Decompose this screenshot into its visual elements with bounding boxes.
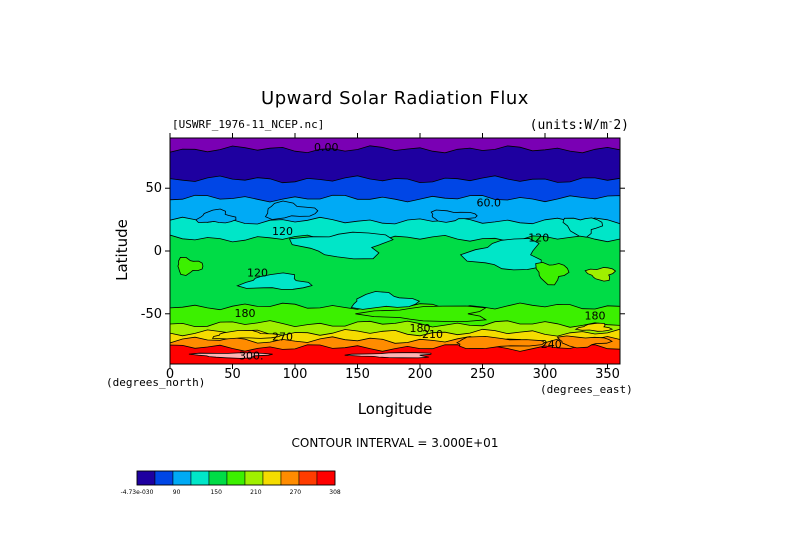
contour-label: 60.0 bbox=[477, 196, 502, 209]
colorbar-label: 308 bbox=[329, 489, 341, 496]
contour-label: 120 bbox=[247, 267, 268, 280]
contour-label: 210 bbox=[422, 328, 443, 341]
y-tick-label: 50 bbox=[145, 181, 162, 196]
patch-165 bbox=[535, 261, 570, 286]
colorbar-swatch bbox=[316, 470, 336, 486]
patch-225 bbox=[574, 322, 614, 332]
contour-label: 180 bbox=[585, 309, 606, 322]
colorbar-label: 210 bbox=[250, 489, 262, 496]
axis-ticks: 0 50 100 150 200 250 300 350 50 0 -50 bbox=[141, 133, 625, 382]
file-label: [USWRF_1976-11_NCEP.nc] bbox=[172, 118, 325, 131]
patch-165 bbox=[355, 305, 488, 322]
colorbar-swatch bbox=[262, 470, 282, 486]
patch-75 bbox=[195, 208, 237, 224]
x-tick-label: 250 bbox=[470, 367, 495, 382]
y-units-note: (degrees_north) bbox=[106, 376, 206, 389]
x-tick-label: 100 bbox=[283, 367, 308, 382]
colorbar-label: 270 bbox=[290, 489, 302, 496]
patch-255 bbox=[456, 335, 546, 349]
colorbar-label: 150 bbox=[210, 489, 222, 496]
contour-label: 240 bbox=[541, 338, 562, 351]
contour-label: 270 bbox=[272, 331, 293, 344]
x-tick-label: 50 bbox=[224, 367, 241, 382]
colorbar-swatch bbox=[190, 470, 210, 486]
contour-label: 120 bbox=[528, 231, 549, 244]
patch-300 bbox=[344, 352, 432, 359]
colorbar-swatch bbox=[298, 470, 318, 486]
x-tick-label: 300 bbox=[533, 367, 558, 382]
contour-interval-note: CONTOUR INTERVAL = 3.000E+01 bbox=[291, 436, 499, 450]
patch-225 bbox=[211, 329, 284, 340]
contour-label: 300. bbox=[239, 349, 264, 362]
x-tick-label: 0 bbox=[166, 367, 174, 382]
colorbar-swatch bbox=[136, 470, 156, 486]
patch-105 bbox=[459, 238, 542, 271]
colorbar-swatch bbox=[208, 470, 228, 486]
chart-title: Upward Solar Radiation Flux bbox=[261, 88, 529, 109]
colorbar-swatch bbox=[244, 470, 264, 486]
patch-300 bbox=[188, 352, 273, 359]
y-tick-label: 0 bbox=[154, 244, 162, 259]
colorbar-label: -4.73e-030 bbox=[121, 489, 154, 496]
contour-label: 180 bbox=[235, 307, 256, 320]
x-tick-label: 200 bbox=[408, 367, 433, 382]
patch-75 bbox=[264, 200, 319, 220]
patch-layer bbox=[177, 200, 617, 359]
colorbar-swatch bbox=[154, 470, 174, 486]
contour-label: 120 bbox=[272, 225, 293, 238]
contour-label: 0.00 bbox=[314, 141, 339, 154]
patch-105 bbox=[562, 217, 604, 238]
patch-105 bbox=[350, 291, 421, 310]
patch-75 bbox=[430, 209, 478, 223]
patch-195 bbox=[584, 267, 617, 282]
colorbar: -4.73e-030 90 150 210 270 308 bbox=[121, 470, 341, 496]
y-tick-label: -50 bbox=[141, 307, 162, 322]
patch-165 bbox=[177, 256, 204, 276]
patch-105 bbox=[288, 231, 394, 260]
colorbar-swatch bbox=[280, 470, 300, 486]
x-tick-label: 350 bbox=[595, 367, 620, 382]
colorbar-swatch bbox=[226, 470, 246, 486]
patch-105 bbox=[236, 272, 313, 290]
patch-255 bbox=[556, 335, 613, 349]
contour-label-layer: 0.00 60.0 120 120 120 180 180 180 270 210 240 300. bbox=[235, 141, 606, 362]
colorbar-label: 90 bbox=[173, 489, 181, 496]
units-superscript-mark: - bbox=[607, 117, 614, 127]
contour-label: 180 bbox=[410, 322, 431, 335]
colorbar-swatch bbox=[172, 470, 192, 486]
colorbar-frame bbox=[136, 470, 336, 486]
x-units-note: (degrees_east) bbox=[540, 383, 633, 396]
x-tick-label: 150 bbox=[345, 367, 370, 382]
x-axis-label: Longitude bbox=[357, 400, 433, 418]
units-label: (units:W/m-2) bbox=[529, 117, 629, 133]
